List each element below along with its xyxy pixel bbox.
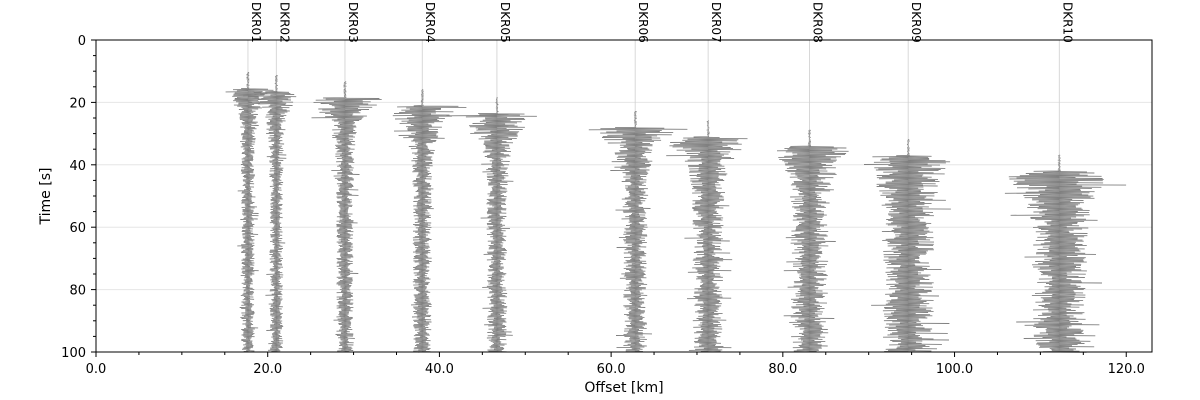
x-tick-label: 20.0 — [253, 362, 282, 377]
trace-dkr01 — [225, 40, 274, 353]
y-axis-label: Time [s] — [38, 168, 54, 226]
trace-dkr10 — [1004, 40, 1127, 353]
trace-waveform — [588, 110, 688, 353]
trace-waveform — [1004, 154, 1127, 353]
x-tick-label: 60.0 — [597, 362, 626, 377]
trace-waveform — [311, 81, 382, 353]
trace-waveform — [392, 89, 467, 353]
x-tick-label: 120.0 — [1108, 362, 1145, 377]
plot-frame — [95, 39, 1153, 353]
trace-dkr05 — [446, 40, 537, 353]
y-tick-label: 60 — [69, 221, 86, 236]
station-label-dkr07: DKR07 — [709, 2, 723, 43]
trace-dkr02 — [242, 40, 297, 353]
y-tick-label: 100 — [61, 346, 86, 361]
x-tick-label: 40.0 — [425, 362, 454, 377]
grid — [96, 39, 1152, 353]
x-tick-label: 100.0 — [936, 362, 973, 377]
station-label-dkr01: DKR01 — [249, 2, 263, 43]
trace-waveform — [446, 96, 537, 353]
trace-dkr03 — [311, 40, 382, 353]
station-label-dkr09: DKR09 — [909, 2, 923, 43]
trace-waveform — [776, 129, 849, 353]
station-label-dkr02: DKR02 — [277, 2, 291, 43]
trace-waveform — [863, 138, 951, 353]
trace-dkr04 — [392, 40, 467, 353]
station-label-dkr06: DKR06 — [636, 2, 650, 43]
x-axis-label: Offset [km] — [584, 380, 663, 396]
y-tick-label: 0 — [78, 34, 86, 49]
station-label-dkr04: DKR04 — [423, 2, 437, 43]
station-label-dkr08: DKR08 — [810, 2, 824, 43]
y-tick-label: 40 — [69, 159, 86, 174]
trace-dkr08 — [776, 40, 849, 353]
x-tick-label: 0.0 — [86, 362, 107, 377]
station-label-dkr03: DKR03 — [346, 2, 360, 43]
station-label-dkr10: DKR10 — [1060, 2, 1074, 43]
trace-waveform — [225, 71, 274, 353]
trace-dkr07 — [666, 40, 748, 353]
trace-dkr06 — [588, 40, 688, 353]
trace-dkr09 — [863, 40, 951, 353]
station-labels: DKR01 DKR02 DKR03 DKR04 DKR05 DKR06 DKR07 DKR08… — [249, 2, 1074, 43]
y-tick-label: 20 — [69, 96, 86, 111]
trace-waveform — [666, 120, 748, 353]
x-tick-label: 80.0 — [768, 362, 797, 377]
station-label-dkr05: DKR05 — [498, 2, 512, 43]
y-tick-label: 80 — [69, 284, 86, 299]
trace-waveform — [242, 75, 297, 353]
traces — [225, 40, 1127, 353]
